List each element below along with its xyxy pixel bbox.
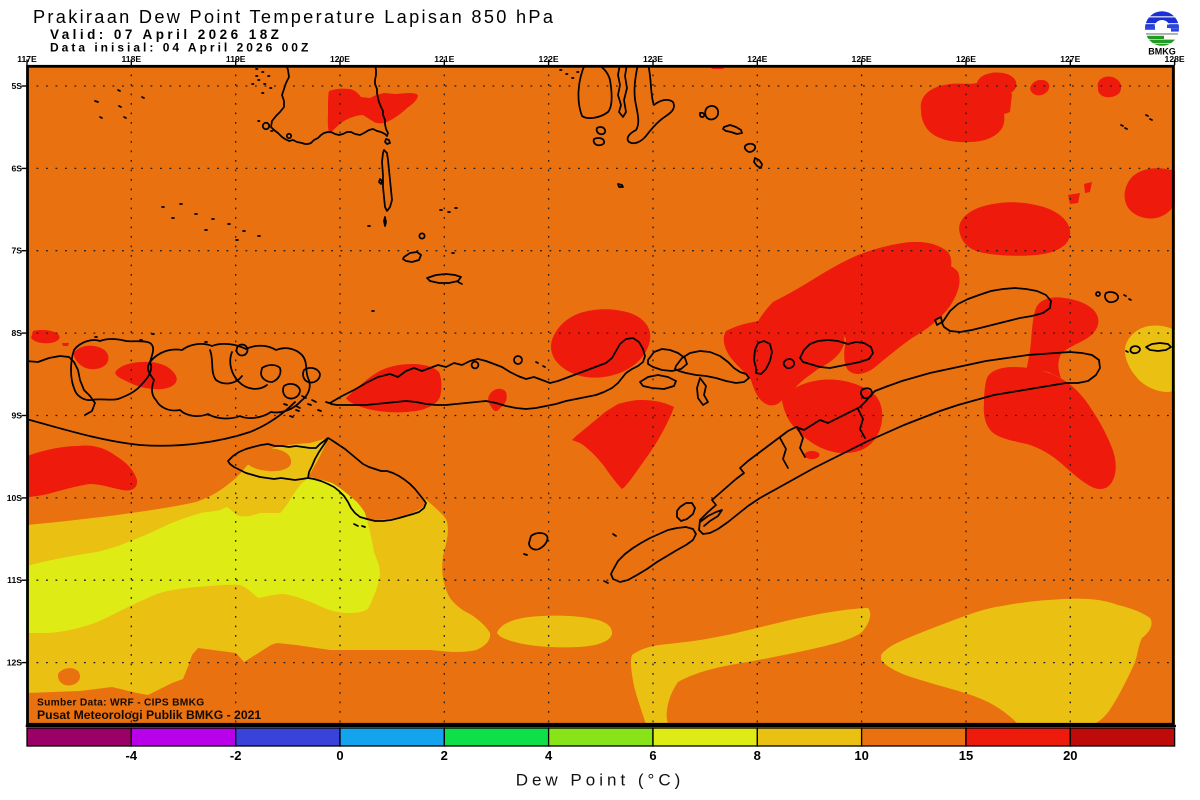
svg-text:Dew Point (°C): Dew Point (°C) <box>516 771 685 790</box>
svg-text:6: 6 <box>649 748 656 763</box>
svg-text:Sumber Data: WRF - CIPS BMKG: Sumber Data: WRF - CIPS BMKG <box>37 698 204 709</box>
svg-text:-4: -4 <box>126 748 138 763</box>
svg-text:2: 2 <box>441 748 448 763</box>
svg-text:4: 4 <box>545 748 553 763</box>
svg-text:119E: 119E <box>226 54 246 64</box>
svg-text:118E: 118E <box>121 54 141 64</box>
svg-text:Data inisial: 04 April 2026 00: Data inisial: 04 April 2026 00Z <box>50 41 311 55</box>
svg-text:10S: 10S <box>7 493 23 503</box>
svg-text:-2: -2 <box>230 748 242 763</box>
svg-text:7S: 7S <box>11 246 22 256</box>
svg-text:121E: 121E <box>434 54 454 64</box>
svg-text:15: 15 <box>959 748 973 763</box>
svg-text:9S: 9S <box>11 411 22 421</box>
svg-text:11S: 11S <box>7 575 22 585</box>
svg-text:126E: 126E <box>956 54 976 64</box>
svg-text:5S: 5S <box>11 81 22 91</box>
svg-text:0: 0 <box>336 748 343 763</box>
svg-text:Valid: 07 April 2026 18Z: Valid: 07 April 2026 18Z <box>50 27 282 42</box>
svg-text:8: 8 <box>754 748 761 763</box>
svg-text:12S: 12S <box>7 658 23 668</box>
svg-text:117E: 117E <box>17 54 37 64</box>
svg-text:128E: 128E <box>1165 54 1185 64</box>
svg-text:120E: 120E <box>330 54 350 64</box>
svg-text:125E: 125E <box>852 54 872 64</box>
svg-text:Prakiraan Dew Point Temperatur: Prakiraan Dew Point Temperature Lapisan … <box>33 7 555 27</box>
svg-text:123E: 123E <box>643 54 663 64</box>
svg-text:10: 10 <box>854 748 868 763</box>
svg-text:8S: 8S <box>11 328 22 338</box>
svg-text:6S: 6S <box>11 163 22 173</box>
svg-text:122E: 122E <box>539 54 559 64</box>
svg-text:Pusat Meteorologi Publik BMKG: Pusat Meteorologi Publik BMKG - 2021 <box>37 708 261 722</box>
svg-text:BMKG: BMKG <box>1148 47 1176 57</box>
svg-text:127E: 127E <box>1060 54 1080 64</box>
svg-text:20: 20 <box>1063 748 1077 763</box>
svg-text:124E: 124E <box>747 54 767 64</box>
